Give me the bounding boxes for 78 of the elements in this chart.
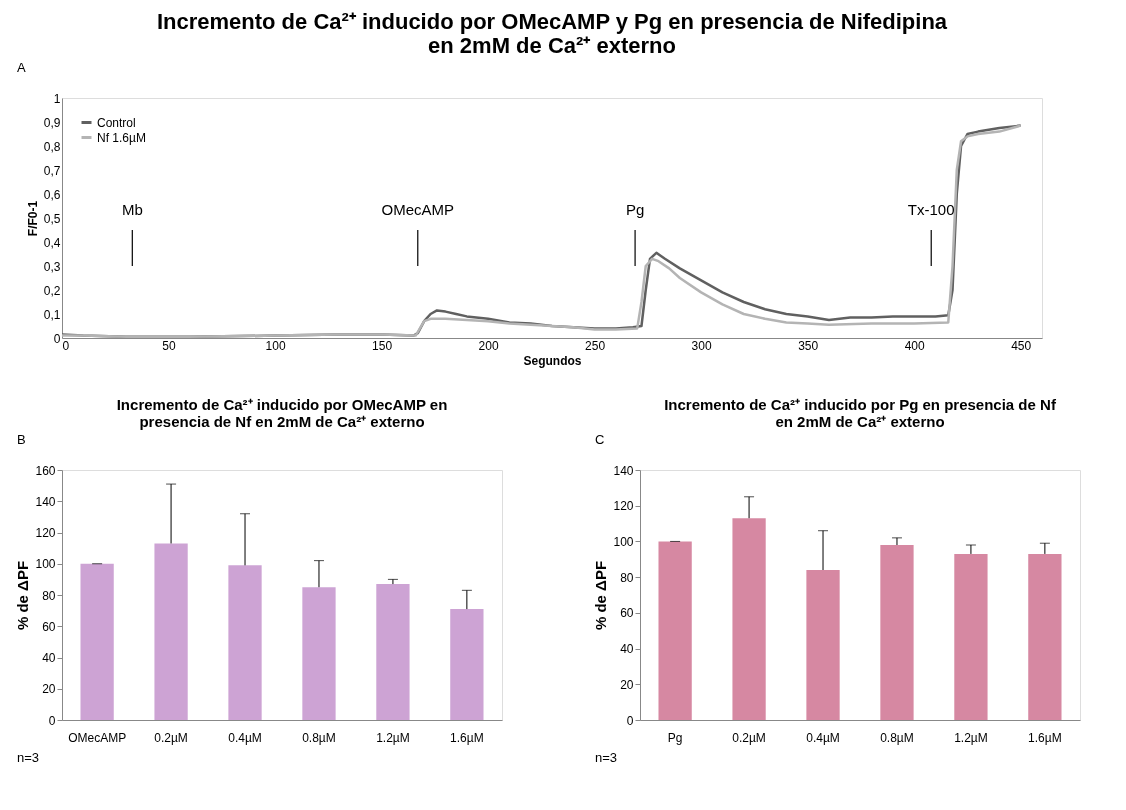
x-tick-label: 0.4µM [228,730,262,745]
bar [228,565,262,720]
y-tick-label: 100 [35,557,56,572]
y-tick-label: 0,5 [43,211,61,226]
chart-title: Incremento de Ca²⁺ inducido por Pg en presencia de Nf en 2mM de Ca²⁺ externo [664,396,1057,430]
x-tick-label: 1.6µM [1028,730,1062,745]
text: B [17,432,26,447]
bar [154,543,188,720]
y-tick-label: 120 [613,499,634,514]
text: n=3 [17,750,40,765]
bar [880,545,914,720]
y-tick-label: 0,8 [43,139,61,154]
x-tick-label: 100 [265,338,286,353]
y-tick-label: 120 [35,526,56,540]
chart-title: Incremento de Ca²⁺ inducido por OMecAMP en presencia de Nf en 2mM de Ca²⁺ externo [116,396,448,430]
legend-label: Control [97,115,136,130]
y-tick-label: 80 [620,570,634,585]
bar [376,584,410,720]
y-tick-label: 1 [53,91,61,106]
y-tick-label: 0,4 [43,235,61,250]
y-tick-label: 60 [42,619,56,634]
text: n=3 [595,750,618,765]
bar [732,518,766,720]
y-axis-title: % de ΔPF [592,560,610,631]
y-tick-label: 0,3 [43,259,61,274]
bar [806,570,840,720]
x-tick-label: 450 [1011,338,1032,353]
x-tick-label: 0.2µM [732,730,766,745]
y-tick-label: 20 [620,677,634,692]
legend-label: Nf 1.6µM [97,130,146,145]
y-axis-title: % de ΔPF [14,560,32,631]
y-tick-label: 160 [35,463,56,478]
y-tick-label: 40 [620,642,634,657]
x-tick-label: 0.8µM [880,730,914,745]
y-tick-label: 140 [35,494,56,509]
x-tick-label: 250 [585,338,606,353]
x-tick-label: 0.2µM [154,730,188,745]
y-axis-title: F/F0-1 [25,200,40,237]
y-tick-label: 0,9 [43,115,61,130]
x-tick-label: 1.6µM [450,730,484,745]
y-tick-label: 0,1 [43,307,61,322]
bar [658,541,692,720]
y-tick-label: 0,2 [43,283,61,298]
x-axis-title: Segundos [523,353,582,368]
x-tick-label: 0.4µM [806,730,840,745]
x-tick-label: OMecAMP [68,730,127,745]
x-tick-label: 1.2µM [376,730,410,745]
y-tick-label: 60 [620,606,634,621]
ref-line-label: OMecAMP [381,201,455,218]
x-tick-label: 0.8µM [302,730,336,745]
x-tick-label: Pg [667,730,683,745]
x-tick-label: 300 [691,338,712,353]
ref-line-label: Mb [121,201,143,218]
y-tick-label: 0,7 [43,163,61,178]
y-tick-label: 0 [48,713,56,728]
y-tick-label: 0,6 [43,187,61,202]
bar [450,609,484,720]
bar [302,587,336,720]
y-tick-label: 140 [613,463,634,478]
bar [1028,553,1062,720]
x-tick-label: 200 [478,338,499,353]
y-tick-label: 100 [613,534,634,549]
bar [80,563,114,720]
x-tick-label: 1.2µM [954,730,988,745]
x-tick-label: 350 [798,338,819,353]
x-tick-label: 400 [904,338,926,353]
y-tick-label: 40 [42,651,56,665]
y-tick-label: 20 [42,682,56,697]
x-tick-label: 150 [372,338,393,353]
text: C [595,432,605,447]
text: A [17,60,26,75]
y-tick-label: 80 [42,588,56,603]
bar [954,553,988,720]
ref-line-label: Tx-100 [907,201,955,218]
chart-title: Incremento de Ca²⁺ inducido por OMecAMP y Pg en presencia de Nifedipina en 2mM de Ca²⁺ externo [156,9,948,58]
x-tick-label: 50 [162,338,177,353]
y-tick-label: 0 [626,713,634,728]
ref-line-label: Pg [625,201,645,218]
